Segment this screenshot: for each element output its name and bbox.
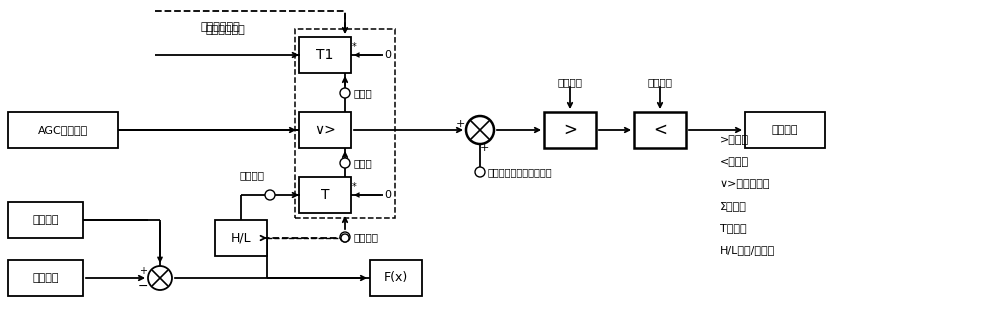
Text: 功率变化速率: 功率变化速率 (200, 22, 240, 32)
Text: +: + (455, 119, 465, 129)
Text: 功率上限: 功率上限 (648, 77, 672, 87)
Text: 功率下限: 功率下限 (558, 77, 582, 87)
Text: 加速率: 加速率 (353, 88, 372, 98)
Bar (634, 112, 686, 148)
Text: T1: T1 (316, 48, 334, 62)
Circle shape (148, 266, 172, 290)
Text: −: − (138, 280, 148, 293)
Text: T：选择: T：选择 (720, 223, 747, 233)
Text: T: T (321, 188, 329, 202)
Text: 频率偏高: 频率偏高 (240, 170, 265, 180)
Bar (299, 112, 351, 148)
Text: 功率指令: 功率指令 (772, 125, 798, 135)
Text: AGC功率指令: AGC功率指令 (38, 125, 88, 135)
Text: *: * (352, 182, 357, 192)
Text: Σ：加法: Σ：加法 (720, 201, 747, 211)
Text: H/L：高/低监视: H/L：高/低监视 (720, 245, 775, 255)
Text: <：低选: <：低选 (720, 157, 749, 167)
Text: 功率変化速率: 功率変化速率 (205, 25, 245, 35)
Text: >: > (563, 121, 577, 139)
Circle shape (265, 190, 275, 200)
Bar (299, 37, 351, 73)
Bar (215, 220, 267, 256)
Text: 频率偏低: 频率偏低 (353, 232, 378, 242)
Text: H/L: H/L (231, 232, 251, 244)
Bar (544, 112, 596, 148)
Bar (299, 177, 351, 213)
Bar (745, 112, 825, 148)
Text: ∨>: ∨> (314, 123, 336, 137)
Text: 减速率: 减速率 (353, 158, 372, 168)
Circle shape (341, 234, 349, 242)
Text: *: * (352, 42, 357, 52)
Text: +: + (139, 266, 147, 276)
Text: 一次调频率功率变化要求: 一次调频率功率变化要求 (488, 167, 553, 177)
Text: 机组转速: 机组转速 (32, 215, 59, 225)
Text: 0: 0 (384, 190, 391, 200)
Bar (8, 112, 118, 148)
Bar (8, 260, 83, 296)
Text: 0: 0 (384, 50, 391, 60)
Text: <: < (653, 121, 667, 139)
Text: F(x): F(x) (384, 271, 408, 285)
Text: +: + (479, 143, 489, 153)
Circle shape (340, 232, 350, 242)
Text: ∨>：速率限制: ∨>：速率限制 (720, 179, 770, 189)
Bar (295, 29, 395, 218)
Bar (370, 260, 422, 296)
Circle shape (340, 88, 350, 98)
Circle shape (340, 158, 350, 168)
Text: 额定转速: 额定转速 (32, 273, 59, 283)
Circle shape (466, 116, 494, 144)
Bar (8, 202, 83, 238)
Text: >：高选: >：高选 (720, 135, 749, 145)
Circle shape (475, 167, 485, 177)
